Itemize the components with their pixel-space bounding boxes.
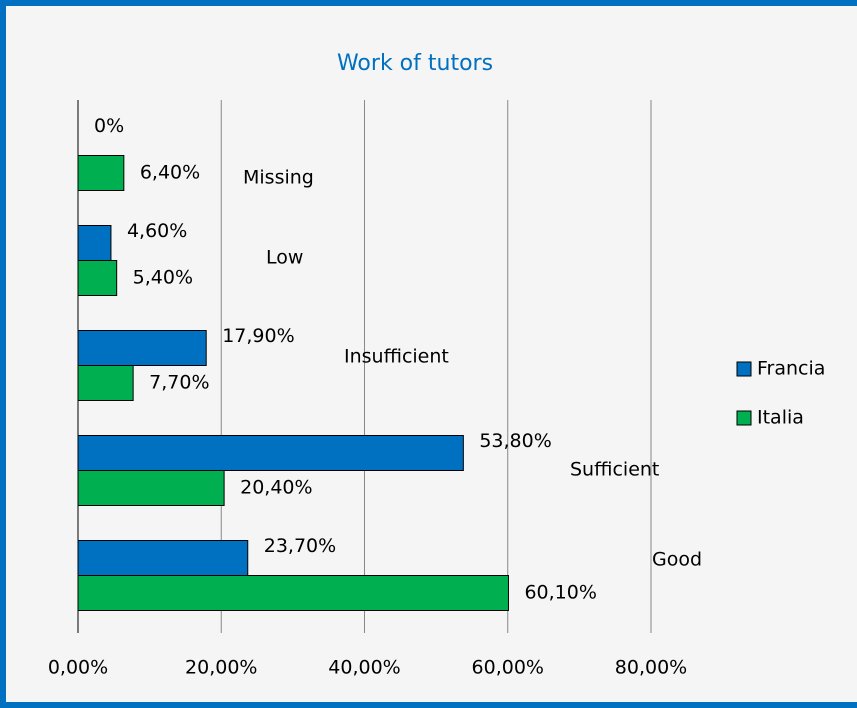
value-label: 60,10% [524,582,596,604]
legend-label: Italia [757,407,804,429]
bar [77,330,207,366]
value-label: 20,40% [240,477,312,499]
bar [77,540,249,576]
category-label: Sufficient [570,459,659,481]
x-tick-label: 40,00% [328,657,400,679]
value-label: 6,40% [140,162,200,184]
value-label: 7,70% [149,372,209,394]
chart-title: Work of tutors [337,51,493,76]
value-label: 17,90% [222,325,294,347]
bar [77,260,118,296]
bar [77,365,134,401]
category-label: Insufficient [344,346,449,368]
bar [77,155,125,191]
category-label: Good [652,549,702,571]
x-tick-label: 0,00% [48,657,108,679]
legend-label: Francia [757,358,825,380]
value-label: 4,60% [127,220,187,242]
value-label: 23,70% [264,535,336,557]
category-label: Missing [243,167,314,189]
legend-swatch [736,361,752,377]
x-tick-label: 80,00% [615,657,687,679]
value-label: 5,40% [133,267,193,289]
x-tick-label: 20,00% [185,657,257,679]
category-label: Low [266,247,303,269]
bar [77,225,112,261]
bar [77,575,509,611]
value-label: 0% [94,115,124,137]
bar [77,470,225,506]
x-tick-label: 60,00% [472,657,544,679]
bar [77,435,464,471]
legend-swatch [736,410,752,426]
value-label: 53,80% [479,430,551,452]
